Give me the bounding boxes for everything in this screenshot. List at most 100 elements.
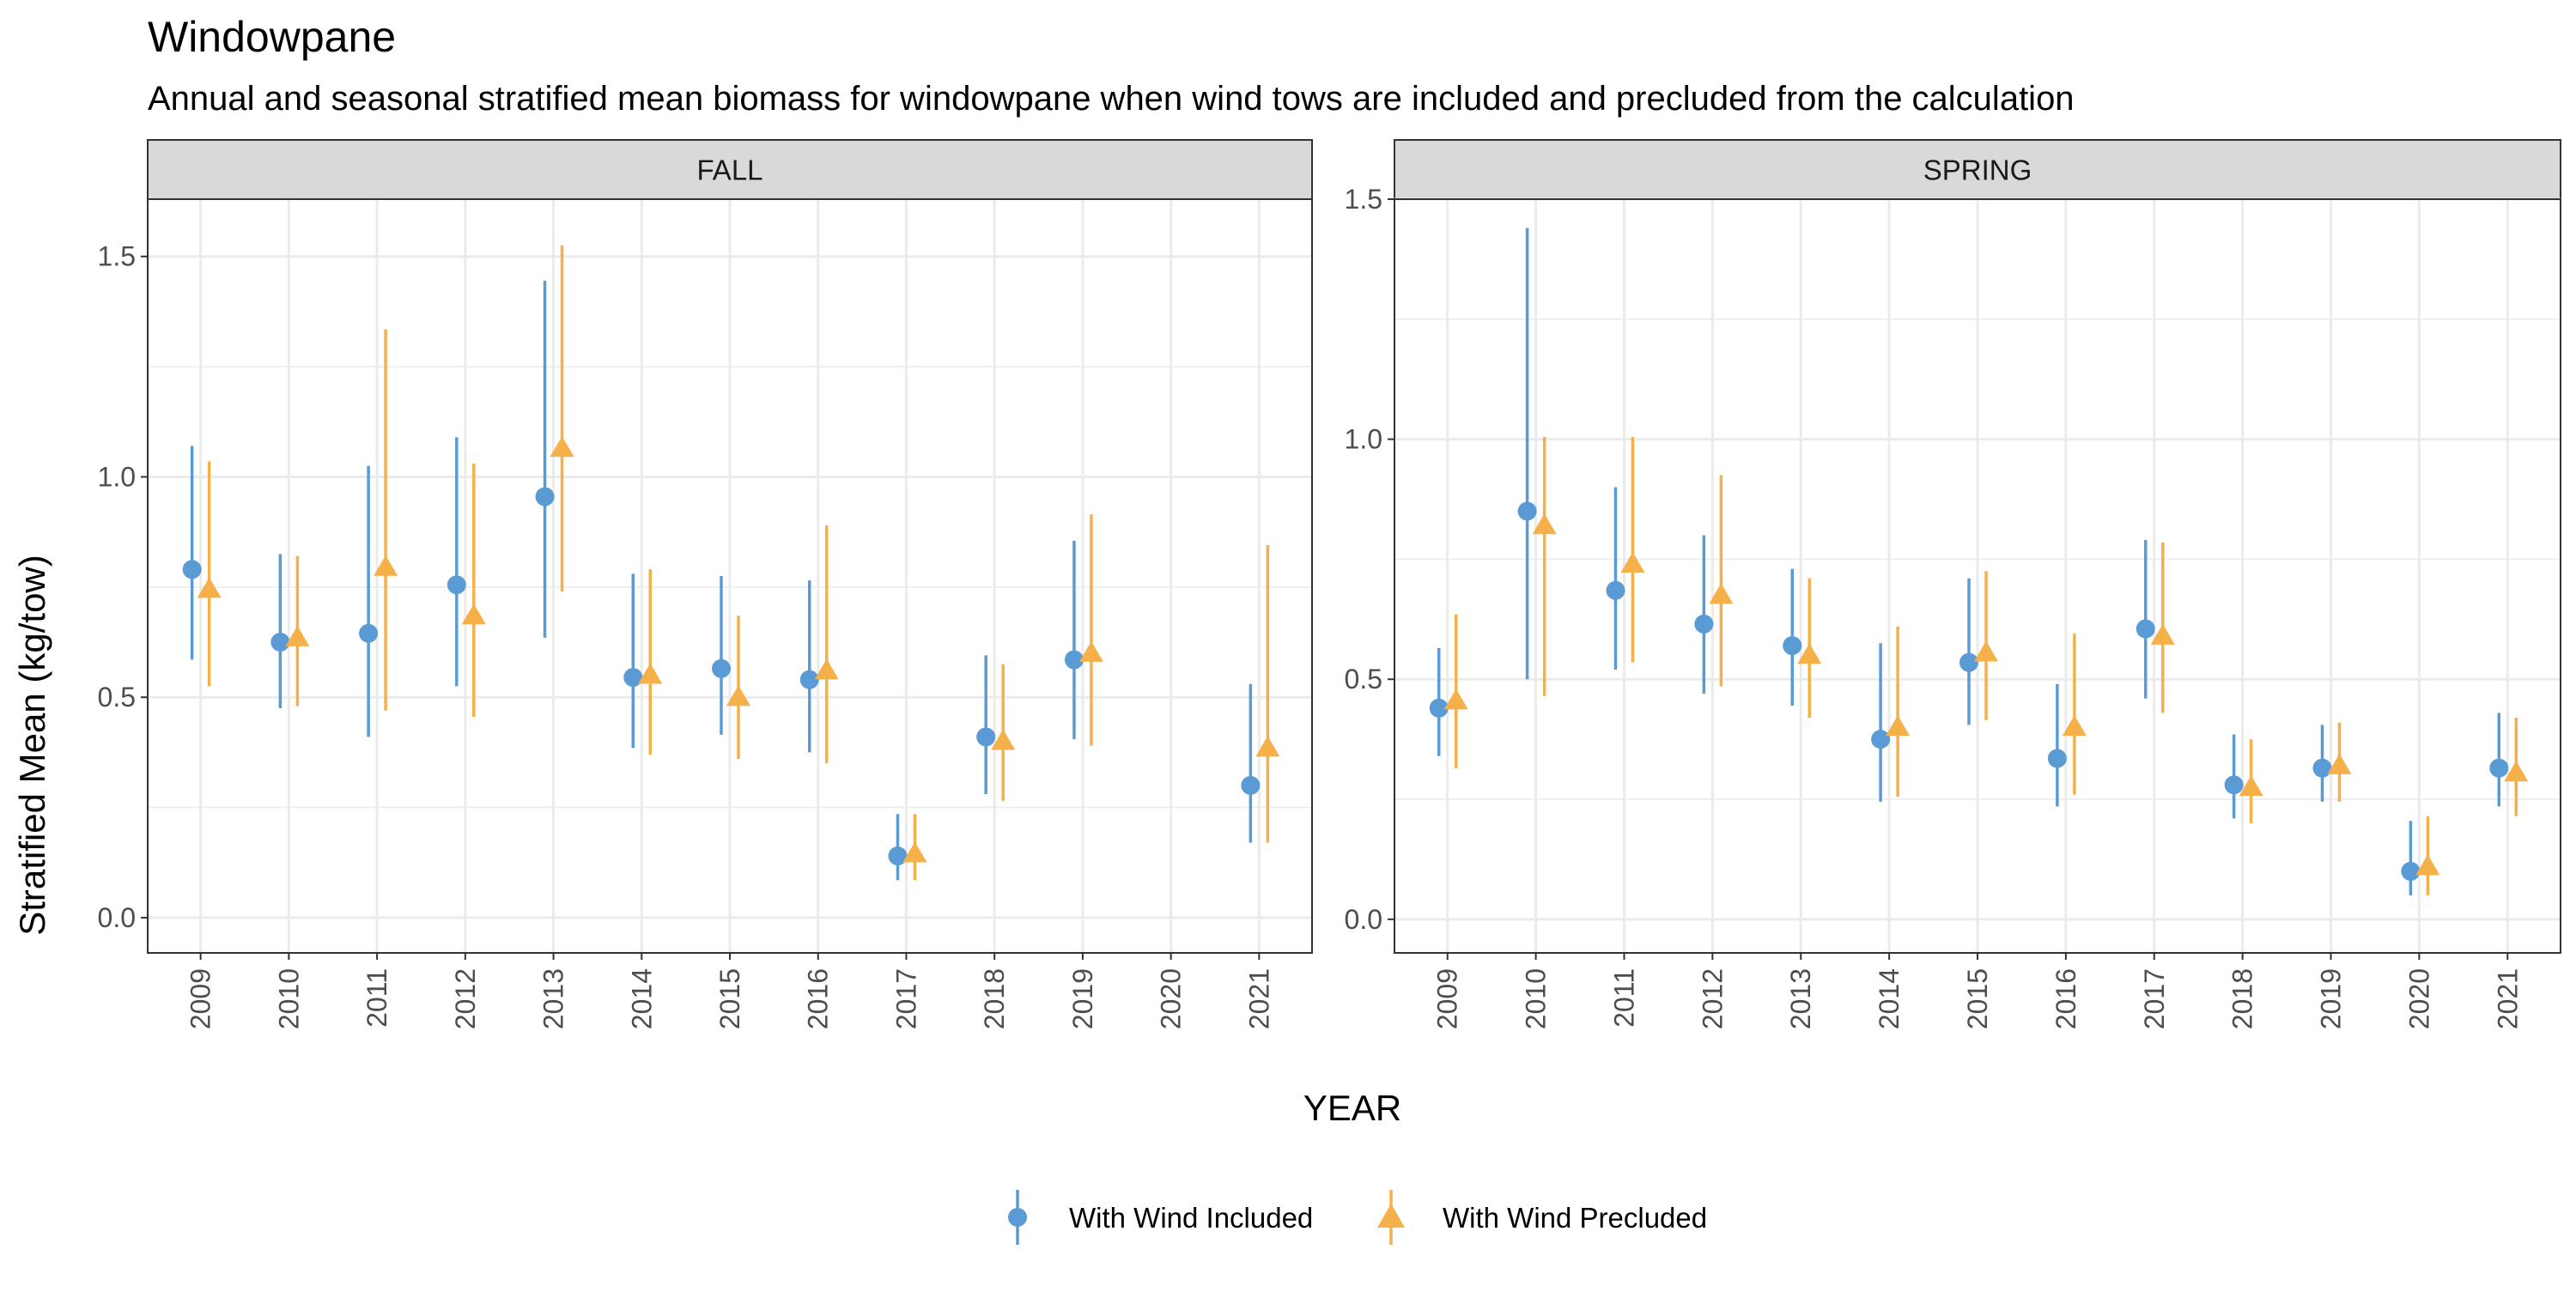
x-tick-label: 2013 [538, 968, 569, 1029]
legend-key-triangle [1377, 1204, 1405, 1228]
strip-background [147, 139, 1313, 200]
y-tick-label: 0.0 [98, 902, 136, 933]
point-included [447, 575, 466, 595]
point-included [2489, 758, 2509, 778]
x-tick-label: 2009 [1432, 968, 1463, 1029]
x-tick-label: 2021 [2492, 968, 2523, 1029]
x-tick-label: 2020 [2403, 968, 2434, 1029]
point-included [1606, 580, 1625, 600]
point-precluded [638, 663, 663, 684]
point-precluded [461, 604, 486, 625]
y-tick-label: 1.5 [1345, 184, 1382, 215]
x-tick-label: 2014 [1874, 968, 1905, 1029]
point-included [2047, 749, 2067, 768]
y-tick-label: 1.5 [98, 241, 136, 272]
point-included [2136, 619, 2155, 639]
y-tick-label: 1.0 [1345, 424, 1382, 455]
point-included [270, 633, 290, 652]
point-precluded [2327, 753, 2352, 774]
panel-fall: FALL 0.0 0.5 1.0 1.5 2009 2010 2011 2012 2013 2014… [98, 139, 1313, 1029]
point-precluded [285, 625, 310, 646]
x-tick-label: 2020 [1156, 968, 1187, 1029]
x-tick-label: 2011 [361, 968, 392, 1028]
point-precluded [2504, 761, 2529, 782]
point-precluded [197, 577, 222, 598]
legend-key-circle [1008, 1208, 1027, 1227]
x-tick-label: 2015 [1962, 968, 1993, 1029]
point-precluded [1620, 552, 1645, 573]
point-precluded [1255, 736, 1280, 757]
x-axis-title: YEAR [1303, 1088, 1401, 1128]
point-included [623, 668, 643, 688]
x-tick-label: 2010 [273, 968, 304, 1029]
x-tick-label: 2017 [890, 968, 921, 1029]
x-tick-label: 2018 [2227, 968, 2258, 1029]
x-tick-label: 2018 [979, 968, 1010, 1029]
y-tick-label: 0.0 [1345, 904, 1382, 935]
point-precluded [726, 685, 750, 707]
panels: FALL 0.0 0.5 1.0 1.5 2009 2010 2011 2012 2013 2014… [98, 139, 2561, 1029]
point-included [2312, 758, 2332, 778]
point-precluded [1443, 688, 1468, 710]
point-included [2224, 775, 2244, 795]
legend-label: With Wind Precluded [1443, 1202, 1707, 1234]
panel-border [147, 198, 1313, 954]
point-precluded [991, 729, 1016, 750]
y-tick-label: 0.5 [1345, 664, 1382, 695]
point-included [976, 727, 996, 747]
point-included [535, 487, 555, 506]
point-included [1064, 650, 1084, 670]
point-included [1694, 614, 1714, 634]
point-precluded [1797, 643, 1822, 664]
x-tick-label: 2009 [185, 968, 216, 1029]
x-tick-label: 2019 [2316, 968, 2347, 1029]
strip-label: SPRING [1923, 155, 2032, 186]
point-included [888, 846, 908, 866]
point-included [1783, 636, 1802, 656]
x-tick-label: 2011 [1608, 968, 1639, 1028]
panel-border [1394, 198, 2561, 954]
point-included [799, 670, 819, 689]
point-precluded [2239, 775, 2263, 797]
point-included [712, 658, 731, 678]
x-tick-label: 2010 [1521, 968, 1552, 1029]
point-precluded [1532, 513, 1557, 535]
point-included [1517, 501, 1537, 521]
point-included [1871, 730, 1891, 749]
point-included [1429, 698, 1449, 718]
x-tick-label: 2017 [2139, 968, 2170, 1029]
x-tick-label: 2013 [1785, 968, 1816, 1029]
point-precluded [1709, 583, 1734, 604]
y-tick-label: 1.0 [98, 461, 136, 492]
x-tick-label: 2016 [803, 968, 834, 1029]
point-precluded [902, 841, 927, 863]
strip-background [1394, 139, 2561, 200]
point-precluded [2062, 715, 2087, 737]
y-tick-label: 0.5 [98, 682, 136, 713]
point-included [1959, 652, 1978, 672]
x-tick-label: 2014 [626, 968, 657, 1029]
point-precluded [550, 436, 574, 458]
x-tick-label: 2019 [1067, 968, 1098, 1029]
chart-subtitle: Annual and seasonal stratified mean biom… [148, 80, 2075, 118]
legend-entry-included: With Wind Included [1008, 1190, 1313, 1245]
legend-label: With Wind Included [1069, 1202, 1313, 1234]
x-tick-label: 2016 [2050, 968, 2081, 1029]
point-included [182, 560, 202, 579]
point-precluded [1974, 640, 1998, 662]
y-axis-title: Stratified Mean (kg/tow) [12, 555, 52, 936]
legend: With Wind Included With Wind Precluded [1008, 1190, 1707, 1245]
point-included [359, 623, 379, 643]
point-included [2401, 861, 2421, 881]
point-precluded [1886, 715, 1911, 737]
point-precluded [1078, 640, 1103, 662]
point-precluded [374, 555, 398, 576]
legend-entry-precluded: With Wind Precluded [1377, 1190, 1707, 1245]
point-precluded [2415, 854, 2440, 876]
x-tick-label: 2015 [714, 968, 745, 1029]
point-precluded [2150, 623, 2175, 645]
strip-label: FALL [696, 155, 762, 186]
point-included [1241, 775, 1261, 795]
